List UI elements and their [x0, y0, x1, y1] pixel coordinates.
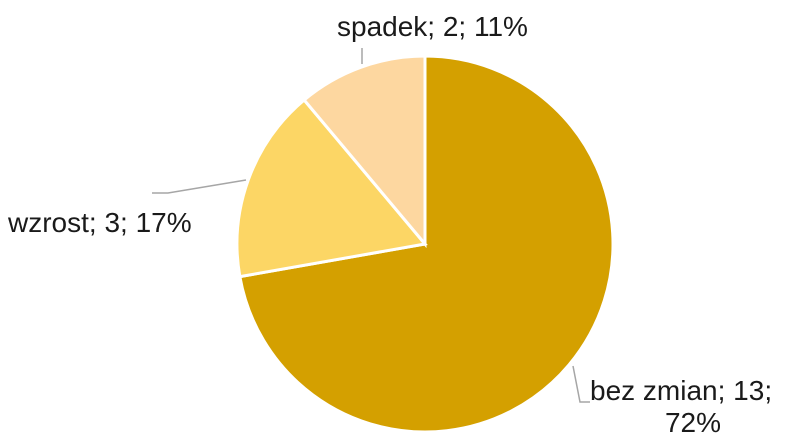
- data-label-spadek-line-1: spadek; 2; 11%: [337, 11, 528, 42]
- pie-slice-spadek: [302, 54, 427, 249]
- data-label-bez-zmian-line-2: 72%: [665, 407, 721, 438]
- data-label-bez-zmian-line-1: bez zmian; 13;: [590, 375, 772, 406]
- leader-lines: [152, 48, 590, 403]
- pie-slice-wzrost: [235, 97, 428, 279]
- leader-line-wzrost: [152, 179, 247, 194]
- data-labels: bez zmian; 13;72% wzrost; 3; 17% spadek; 2…: [7, 11, 772, 438]
- pie-slices: [235, 54, 615, 434]
- data-label-wzrost-line-1: wzrost; 3; 17%: [7, 207, 192, 238]
- leader-line-bez-zmian: [572, 365, 590, 403]
